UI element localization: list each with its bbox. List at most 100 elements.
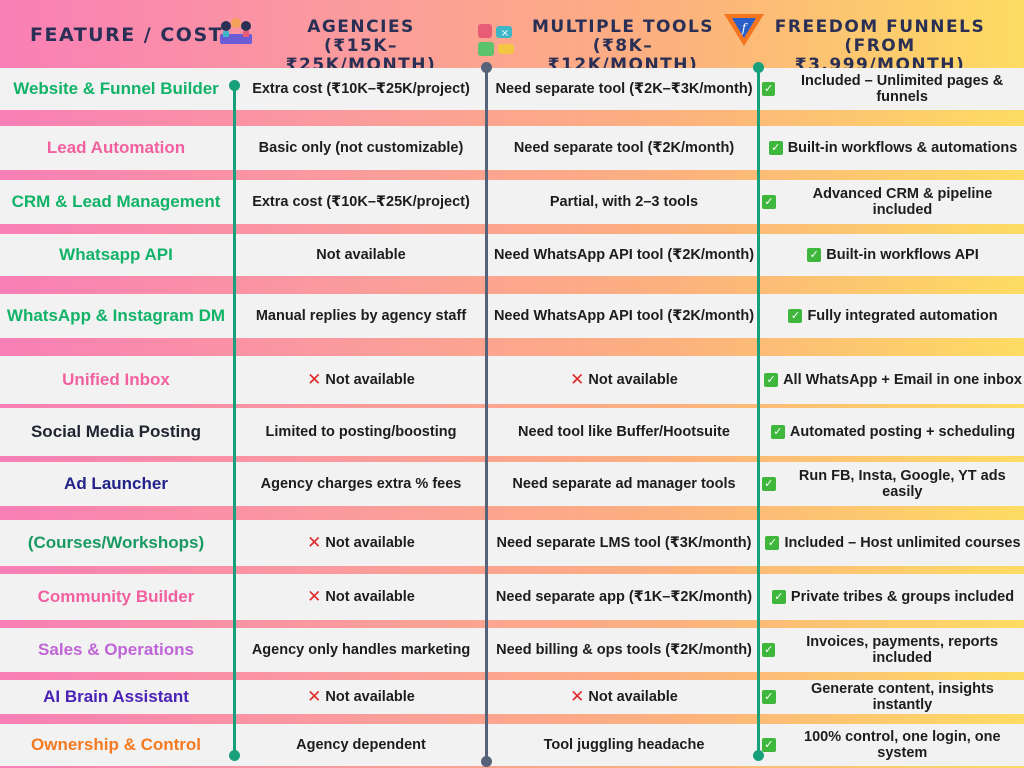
feature-label-text: Whatsapp API	[59, 245, 173, 264]
check-icon: ✓	[762, 195, 776, 209]
freedom-funnels-cell: ✓ 100% control, one login, one system	[762, 724, 1024, 766]
feature-label-text: Community Builder	[37, 587, 195, 606]
header-freedom-funnels: FREEDOM FUNNELS (FROM ₹3,999/MONTH)	[756, 18, 1004, 75]
tools-cell: Need tool like Buffer/Hootsuite	[490, 408, 758, 456]
tools-cell-text: Need separate app (₹1K–₹2K/month)	[495, 589, 753, 605]
agencies-cell: Extra cost (₹10K–₹25K/project)	[238, 180, 484, 224]
divider-dot	[753, 62, 764, 73]
feature-label: Lead Automation	[0, 126, 232, 170]
freedom-funnels-cell: ✓ Built-in workflows & automations	[762, 126, 1024, 170]
agencies-cell: Agency only handles marketing	[238, 628, 484, 672]
feature-label-text: Lead Automation	[46, 138, 186, 157]
agencies-cell-text: Not available	[325, 689, 415, 705]
feature-label-text: Unified Inbox	[62, 370, 170, 389]
table-row: CRM & Lead Management Extra cost (₹10K–₹2…	[0, 180, 1024, 224]
table-row: Whatsapp API Not available Need WhatsApp A…	[0, 234, 1024, 276]
header-agencies-title: AGENCIES	[307, 17, 415, 37]
feature-label: Ownership & Control	[0, 724, 232, 766]
table-row: Community Builder ✕ Not available Need sepa…	[0, 574, 1024, 620]
table-row: Social Media Posting Limited to posting/b…	[0, 408, 1024, 456]
freedom-funnels-cell: ✓ Private tribes & groups included	[762, 574, 1024, 620]
cross-icon: ✕	[307, 533, 322, 552]
tools-cell: Tool juggling headache	[490, 724, 758, 766]
check-icon: ✓	[762, 738, 776, 752]
agencies-cell: Basic only (not customizable)	[238, 126, 484, 170]
agencies-cell-text: Not available	[316, 247, 406, 263]
divider-dot	[753, 750, 764, 761]
freedom-funnels-cell-text: Invoices, payments, reports included	[806, 634, 999, 666]
agencies-cell-text: Agency charges extra % fees	[260, 476, 462, 492]
svg-text:×: ×	[501, 28, 509, 39]
tools-cell: ✕ Not available	[490, 356, 758, 404]
freedom-funnels-cell-text: Advanced CRM & pipeline included	[812, 186, 993, 218]
header-multiple-tools: MULTIPLE TOOLS (₹8K–₹12K/MONTH)	[520, 18, 726, 75]
tools-cell: Need separate tool (₹2K/month)	[490, 126, 758, 170]
agencies-cell-text: Agency only handles marketing	[251, 642, 471, 658]
freedom-funnels-logo-icon: f	[724, 14, 764, 46]
freedom-funnels-cell-text: Fully integrated automation	[807, 308, 998, 324]
feature-label: Sales & Operations	[0, 628, 232, 672]
agencies-cell: Agency dependent	[238, 724, 484, 766]
freedom-funnels-cell: ✓ Automated posting + scheduling	[762, 408, 1024, 456]
tools-cell: Need separate LMS tool (₹3K/month)	[490, 520, 758, 566]
table-row: WhatsApp & Instagram DM Manual replies by…	[0, 294, 1024, 338]
cross-icon: ✕	[570, 687, 585, 706]
freedom-funnels-cell-text: Built-in workflows & automations	[787, 140, 1018, 156]
check-icon: ✓	[771, 590, 786, 604]
feature-label: CRM & Lead Management	[0, 180, 232, 224]
check-icon: ✓	[765, 536, 780, 550]
feature-label-text: Ownership & Control	[31, 735, 201, 754]
agencies-cell-text: Extra cost (₹10K–₹25K/project)	[252, 81, 470, 97]
freedom-funnels-cell: ✓ Fully integrated automation	[762, 294, 1024, 338]
agencies-cell-text: Extra cost (₹10K–₹25K/project)	[252, 194, 470, 210]
divider-dot	[481, 756, 492, 767]
freedom-funnels-cell: ✓ Advanced CRM & pipeline included	[762, 180, 1024, 224]
feature-label: Community Builder	[0, 574, 232, 620]
freedom-funnels-cell-text: 100% control, one login, one system	[804, 729, 1001, 761]
puzzle-tools-icon: ×	[478, 24, 514, 56]
agencies-cell-text: Not available	[325, 535, 415, 551]
check-icon: ✓	[807, 248, 822, 262]
feature-label: Whatsapp API	[0, 234, 232, 276]
team-people-icon	[220, 18, 252, 44]
feature-label: Website & Funnel Builder	[0, 68, 232, 110]
agencies-cell-text: Not available	[325, 589, 415, 605]
cross-icon: ✕	[570, 370, 585, 389]
table-header: FEATURE / COST AGENCIES (₹15K–₹25K/MONTH…	[0, 0, 1024, 75]
check-icon: ✓	[764, 373, 779, 387]
table-row: Ad Launcher Agency charges extra % fees Ne…	[0, 462, 1024, 506]
tools-cell: Need WhatsApp API tool (₹2K/month)	[490, 234, 758, 276]
tools-divider-line	[485, 66, 488, 760]
agencies-cell: ✕ Not available	[238, 680, 484, 714]
table-row: AI Brain Assistant ✕ Not available ✕ Not ava…	[0, 680, 1024, 714]
feature-label-text: Ad Launcher	[64, 474, 168, 493]
freedom-funnels-cell-text: All WhatsApp + Email in one inbox	[783, 372, 1022, 388]
feature-label: Unified Inbox	[0, 356, 232, 404]
agencies-cell-text: Limited to posting/boosting	[265, 424, 457, 440]
check-icon: ✓	[788, 309, 803, 323]
feature-label-text: AI Brain Assistant	[43, 687, 189, 706]
table-row: Sales & Operations Agency only handles ma…	[0, 628, 1024, 672]
freedom-funnels-cell-text: Built-in workflows API	[826, 247, 979, 263]
cross-icon: ✕	[307, 587, 322, 606]
ff-divider-line	[757, 66, 760, 756]
table-row: Ownership & Control Agency dependent Tool …	[0, 724, 1024, 766]
header-ff-title: FREEDOM FUNNELS	[774, 17, 986, 37]
svg-text:f: f	[741, 21, 749, 35]
tools-cell-text: Need tool like Buffer/Hootsuite	[518, 424, 730, 440]
freedom-funnels-cell-text: Included – Unlimited pages & funnels	[801, 73, 1004, 105]
table-row: (Courses/Workshops) ✕ Not available Need se…	[0, 520, 1024, 566]
agencies-cell-text: Agency dependent	[296, 737, 426, 753]
freedom-funnels-cell-text: Run FB, Insta, Google, YT ads easily	[798, 468, 1006, 500]
tools-cell-text: Partial, with 2–3 tools	[549, 194, 699, 210]
feature-label-text: Social Media Posting	[30, 422, 202, 441]
feature-label-text: Website & Funnel Builder	[13, 79, 219, 98]
check-icon: ✓	[762, 643, 776, 657]
agencies-cell: ✕ Not available	[238, 356, 484, 404]
feature-label-text: Sales & Operations	[38, 640, 194, 659]
tools-cell-text: Need separate tool (₹2K/month)	[513, 140, 735, 156]
tools-cell-text: Need separate LMS tool (₹3K/month)	[496, 535, 752, 551]
feature-label: WhatsApp & Instagram DM	[0, 294, 232, 338]
table-row: Lead Automation Basic only (not customiza…	[0, 126, 1024, 170]
header-feature-cost: FEATURE / COST	[30, 24, 224, 46]
